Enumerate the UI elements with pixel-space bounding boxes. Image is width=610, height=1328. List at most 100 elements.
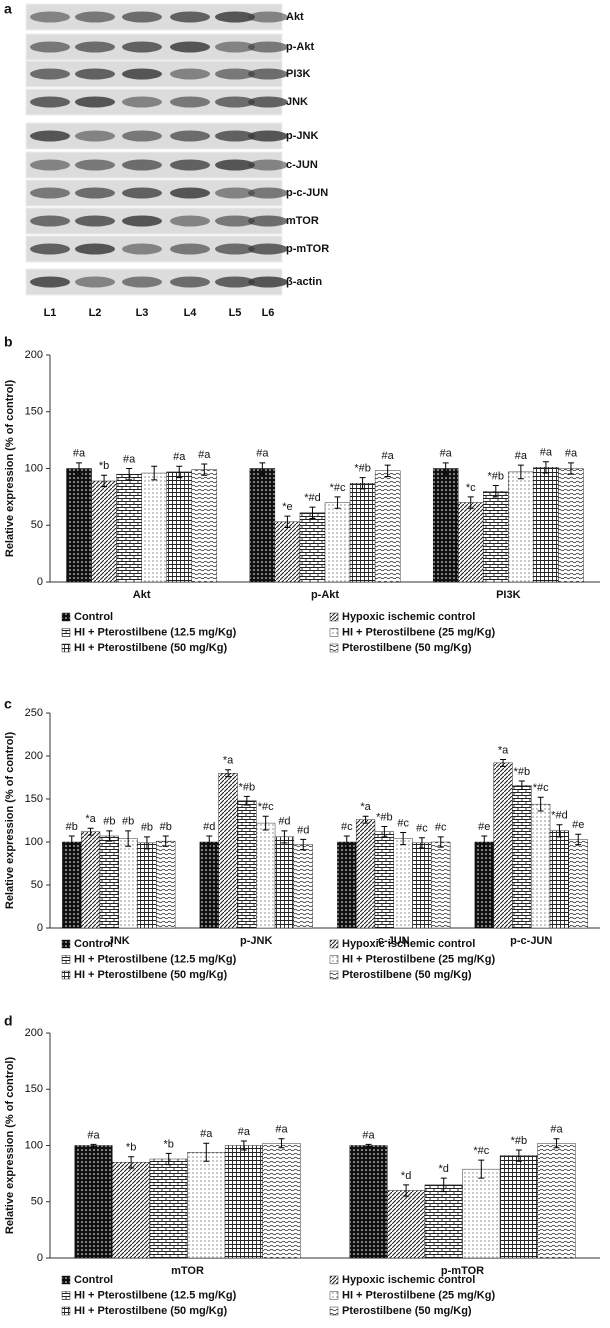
blot-band — [248, 215, 288, 227]
legend-label: HI + Pterostilbene (12.5 mg/Kg) — [74, 1289, 237, 1301]
legend-label: HI + Pterostilbene (12.5 mg/Kg) — [74, 953, 237, 965]
bar-annotation: #a — [275, 1124, 288, 1136]
bar — [349, 483, 376, 583]
bar — [99, 835, 119, 929]
blot-band — [30, 41, 70, 53]
blot-band — [215, 130, 255, 142]
error-bar — [437, 836, 444, 848]
error-bar-line — [225, 769, 232, 778]
blot-band — [248, 41, 288, 53]
x-tick-label: JNK — [108, 935, 130, 947]
bar — [62, 841, 82, 929]
bar — [393, 838, 413, 929]
blot-band — [122, 11, 162, 23]
error-bar — [278, 1138, 285, 1149]
blot-band — [170, 11, 210, 23]
error-bar — [101, 474, 108, 488]
bar — [412, 842, 432, 929]
bar — [237, 800, 257, 929]
legend-swatch — [329, 970, 339, 980]
x-tick-label: Akt — [133, 589, 151, 601]
error-bar — [518, 780, 525, 791]
bar-annotation: #b — [66, 821, 78, 833]
panel-label: b — [4, 334, 13, 350]
blot-band — [30, 215, 70, 227]
bar-annotation: #a — [515, 450, 528, 462]
blot-band — [122, 159, 162, 171]
error-bar — [90, 1143, 97, 1148]
error-bar-line — [437, 836, 444, 848]
error-bar — [300, 838, 307, 851]
blot-band — [215, 41, 255, 53]
error-bar-line — [106, 830, 113, 842]
legend-label: Hypoxic ischemic control — [342, 1274, 475, 1286]
y-tick-label: 0 — [37, 1252, 43, 1264]
bar-annotation: #b — [160, 821, 172, 833]
bar — [199, 841, 219, 929]
bar-annotation: #a — [73, 448, 86, 460]
legend-swatch — [329, 955, 339, 964]
error-bar — [309, 506, 316, 519]
legend-label: Control — [74, 938, 113, 950]
error-bar-line — [162, 835, 169, 847]
blot-band — [248, 276, 288, 288]
error-bar — [284, 515, 291, 529]
bar-annotation: #a — [200, 1128, 213, 1140]
error-bar — [125, 830, 132, 847]
bar — [274, 836, 295, 929]
error-bar — [384, 464, 391, 477]
error-bar — [442, 462, 449, 475]
bar — [493, 762, 513, 929]
bar — [191, 469, 218, 583]
bar — [512, 785, 532, 929]
error-bar-line — [240, 1140, 247, 1151]
legend-swatch — [329, 643, 339, 653]
blot-band — [75, 96, 115, 108]
y-tick-label: 50 — [31, 879, 43, 891]
bar-annotation: *e — [282, 501, 292, 513]
error-bar — [500, 758, 507, 767]
error-bar-line — [101, 474, 108, 488]
bar — [224, 1145, 263, 1259]
error-bar — [575, 833, 582, 846]
bar-annotation: #a — [540, 447, 553, 459]
y-tick-label: 150 — [25, 793, 43, 805]
x-tick-label: PI3K — [496, 589, 521, 601]
blot-band — [170, 243, 210, 255]
error-bar-line — [68, 835, 75, 849]
bar-annotation: *b — [126, 1142, 136, 1154]
error-bar-line — [206, 835, 213, 849]
protein-label: mTOR — [286, 215, 319, 227]
bar-annotation: *d — [439, 1163, 449, 1175]
error-bar — [203, 1142, 210, 1162]
bar — [256, 822, 276, 929]
protein-label: c-JUN — [286, 159, 318, 171]
blot-band — [122, 187, 162, 199]
error-bar-line — [281, 830, 288, 844]
bar-annotation: #b — [141, 822, 153, 834]
legend-swatch — [61, 939, 71, 949]
error-bar — [343, 835, 350, 849]
error-bar-line — [556, 824, 563, 838]
bar — [483, 491, 509, 583]
blot-band — [122, 130, 162, 142]
protein-label: p-Akt — [286, 41, 314, 53]
error-bar — [151, 465, 158, 481]
legend-swatch — [329, 1275, 339, 1285]
error-bar-line — [90, 1143, 97, 1148]
bar-annotation: *a — [498, 744, 509, 756]
legend-label: Hypoxic ischemic control — [342, 938, 475, 950]
protein-label: p-c-JUN — [286, 187, 328, 199]
legend-swatch — [61, 628, 71, 637]
x-tick-label: p-Akt — [311, 589, 339, 601]
blot-band — [75, 11, 115, 23]
x-tick-label: p-mTOR — [441, 1265, 484, 1277]
y-tick-label: 0 — [37, 922, 43, 934]
y-axis-label: Relative expression (% of control) — [4, 732, 16, 910]
error-bar-line — [87, 827, 94, 836]
error-bar-line — [537, 796, 544, 812]
y-tick-label: 250 — [25, 707, 43, 719]
legend-swatch — [329, 1306, 339, 1316]
protein-label: PI3K — [286, 68, 311, 80]
blot-band — [30, 159, 70, 171]
